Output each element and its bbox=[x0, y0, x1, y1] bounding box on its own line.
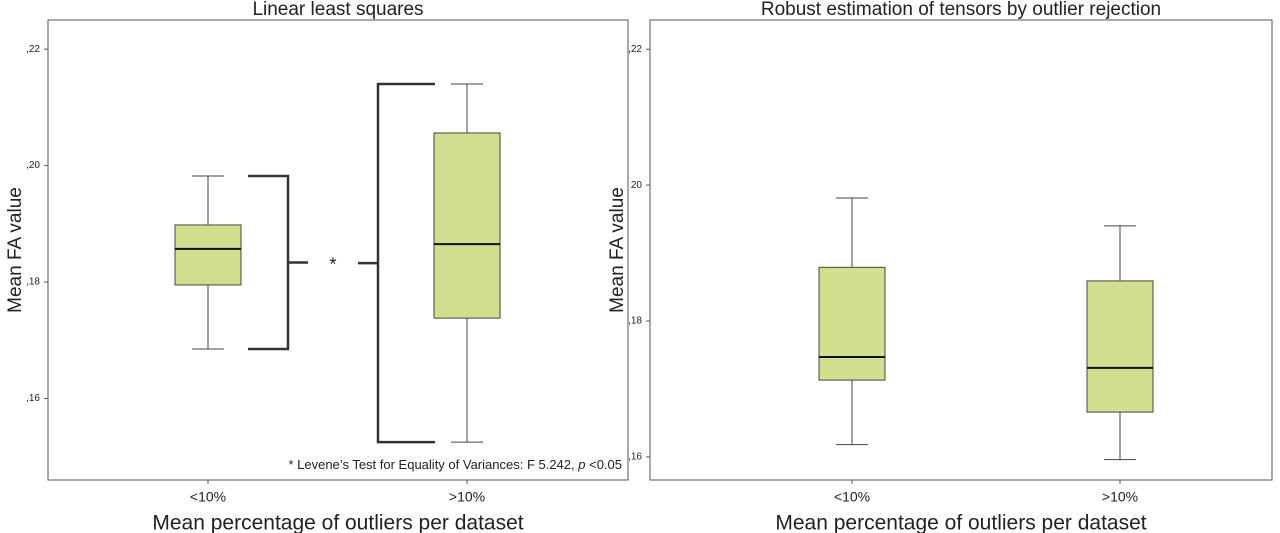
y-tick-label: ,18 bbox=[628, 316, 642, 327]
x-axis-label: Mean percentage of outliers per dataset bbox=[152, 512, 523, 533]
box bbox=[818, 266, 886, 381]
chart-title: Robust estimation of tensors by outlier … bbox=[761, 0, 1161, 20]
y-tick-label: ,16 bbox=[628, 452, 642, 463]
box bbox=[174, 224, 242, 286]
x-tick-label: >10% bbox=[1102, 489, 1138, 505]
box bbox=[433, 132, 501, 319]
y-tick-label: 20 bbox=[631, 180, 643, 191]
y-tick-label: ,20 bbox=[26, 160, 40, 171]
box bbox=[1086, 280, 1154, 413]
significance-marker: * bbox=[329, 254, 336, 274]
x-tick-label: >10% bbox=[449, 489, 485, 505]
y-tick-label: ,22 bbox=[26, 44, 40, 55]
x-tick-label: <10% bbox=[834, 489, 870, 505]
plot-frame bbox=[649, 19, 1273, 481]
y-tick-label: ,18 bbox=[26, 277, 40, 288]
plot-frame bbox=[47, 19, 629, 481]
y-axis-label: Mean FA value bbox=[607, 187, 628, 313]
y-tick-label: ,22 bbox=[628, 44, 642, 55]
annotation-part: p bbox=[577, 457, 585, 472]
annotation-part: * Levene’s Test for Equality of Variance… bbox=[288, 457, 578, 472]
y-axis-label: Mean FA value bbox=[5, 187, 26, 313]
annotation: * Levene’s Test for Equality of Variance… bbox=[288, 457, 622, 472]
y-tick-label: ,16 bbox=[26, 393, 40, 404]
bracket bbox=[358, 82, 435, 444]
annotation-part: <0.05 bbox=[585, 457, 622, 472]
x-axis-label: Mean percentage of outliers per dataset bbox=[775, 512, 1146, 533]
x-tick-label: <10% bbox=[190, 489, 226, 505]
bracket bbox=[248, 174, 308, 351]
chart-title: Linear least squares bbox=[252, 0, 423, 20]
